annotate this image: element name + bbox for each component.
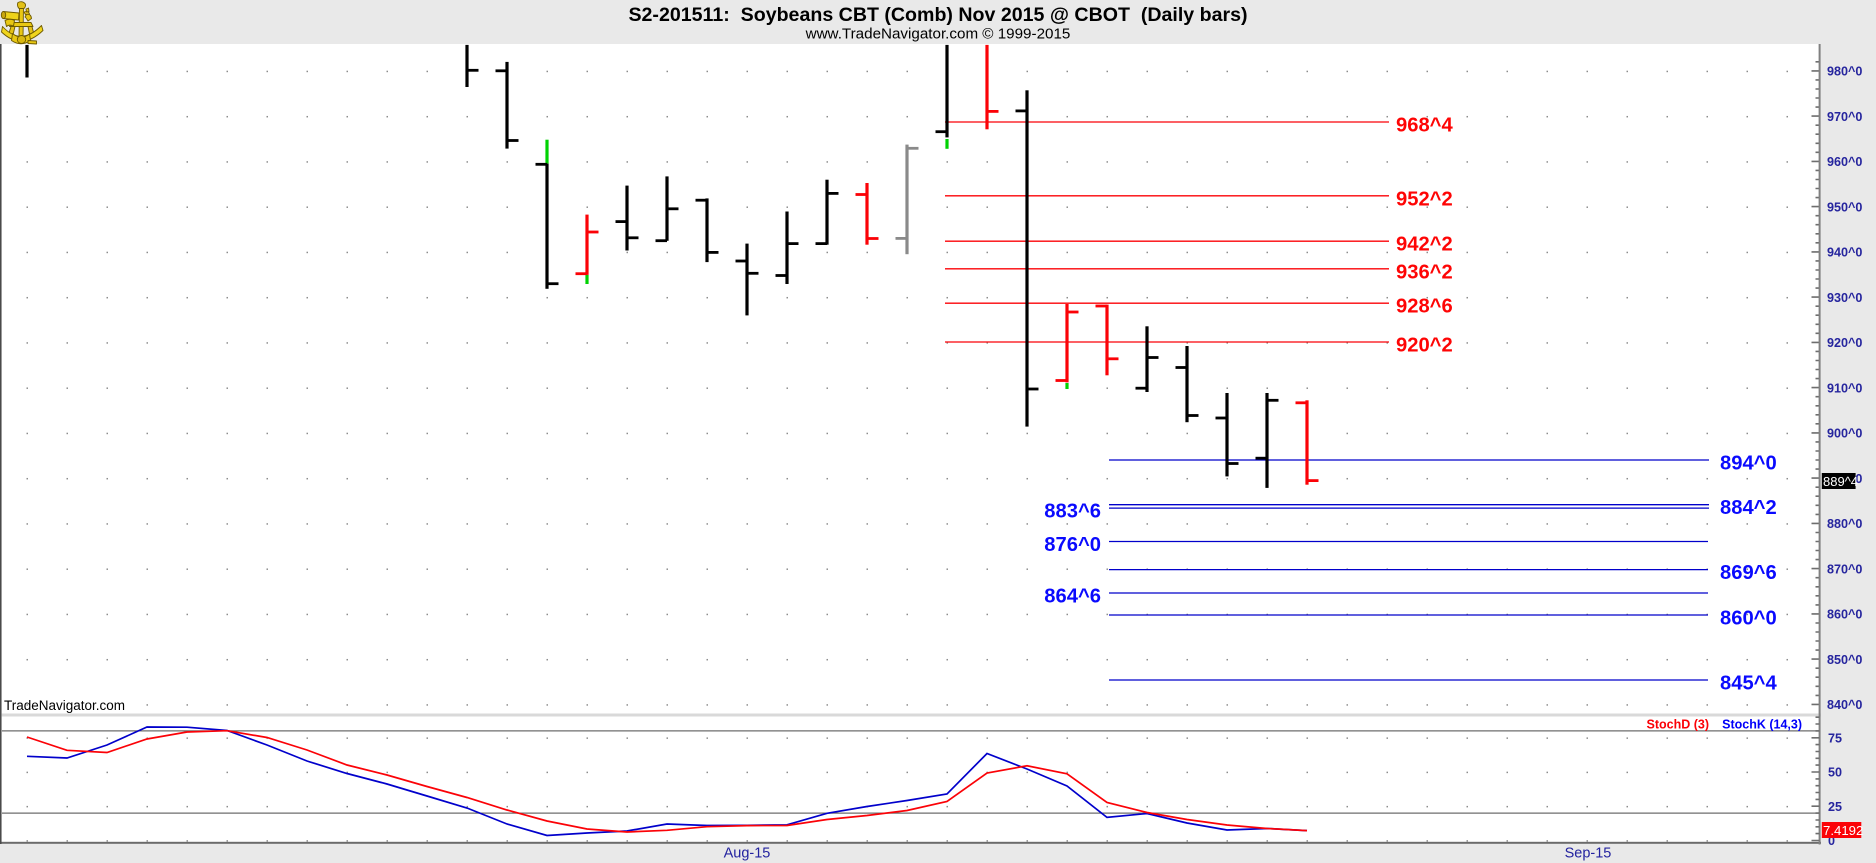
svg-text:930^0: 930^0 <box>1827 291 1862 305</box>
svg-text:960^0: 960^0 <box>1827 155 1862 169</box>
svg-text:880^0: 880^0 <box>1827 517 1862 531</box>
svg-text:900^0: 900^0 <box>1827 427 1862 441</box>
svg-text:936^2: 936^2 <box>1396 261 1453 283</box>
svg-text:950^0: 950^0 <box>1827 200 1862 214</box>
svg-text:940^0: 940^0 <box>1827 246 1862 260</box>
svg-text:889^4: 889^4 <box>1823 474 1858 489</box>
svg-text:50: 50 <box>1828 766 1842 780</box>
svg-text:952^2: 952^2 <box>1396 188 1453 210</box>
svg-text:StochK (14,3): StochK (14,3) <box>1722 718 1802 732</box>
svg-text:920^2: 920^2 <box>1396 335 1453 357</box>
svg-text:910^0: 910^0 <box>1827 381 1862 395</box>
svg-text:850^0: 850^0 <box>1827 653 1862 667</box>
svg-text:970^0: 970^0 <box>1827 110 1862 124</box>
svg-text:TradeNavigator.com: TradeNavigator.com <box>4 698 125 713</box>
svg-text:884^2: 884^2 <box>1720 497 1777 519</box>
svg-text:860^0: 860^0 <box>1827 608 1862 622</box>
svg-text:860^0: 860^0 <box>1720 607 1777 629</box>
svg-text:869^6: 869^6 <box>1720 562 1777 584</box>
svg-text:894^0: 894^0 <box>1720 452 1777 474</box>
svg-text:www.TradeNavigator.com © 1999-: www.TradeNavigator.com © 1999-2015 <box>805 26 1071 43</box>
svg-text:S2-201511: Soybeans CBT (Comb: S2-201511: Soybeans CBT (Comb) Nov 2015 … <box>628 4 1247 26</box>
svg-text:840^0: 840^0 <box>1827 698 1862 712</box>
svg-text:7.4192: 7.4192 <box>1823 823 1863 838</box>
svg-text:StochD (3): StochD (3) <box>1647 718 1710 732</box>
svg-text:870^0: 870^0 <box>1827 562 1862 576</box>
svg-text:980^0: 980^0 <box>1827 65 1862 79</box>
svg-text:Aug-15: Aug-15 <box>724 846 771 862</box>
svg-text:876^0: 876^0 <box>1044 534 1101 556</box>
svg-text:864^6: 864^6 <box>1044 585 1101 607</box>
svg-text:75: 75 <box>1828 731 1842 745</box>
svg-text:845^4: 845^4 <box>1720 672 1777 694</box>
svg-text:968^4: 968^4 <box>1396 115 1453 137</box>
svg-text:25: 25 <box>1828 800 1842 814</box>
svg-text:0: 0 <box>1828 834 1835 848</box>
svg-text:942^2: 942^2 <box>1396 234 1453 256</box>
svg-text:920^0: 920^0 <box>1827 336 1862 350</box>
svg-text:928^6: 928^6 <box>1396 296 1453 318</box>
svg-text:Sep-15: Sep-15 <box>1565 846 1612 862</box>
svg-text:883^6: 883^6 <box>1044 500 1101 522</box>
